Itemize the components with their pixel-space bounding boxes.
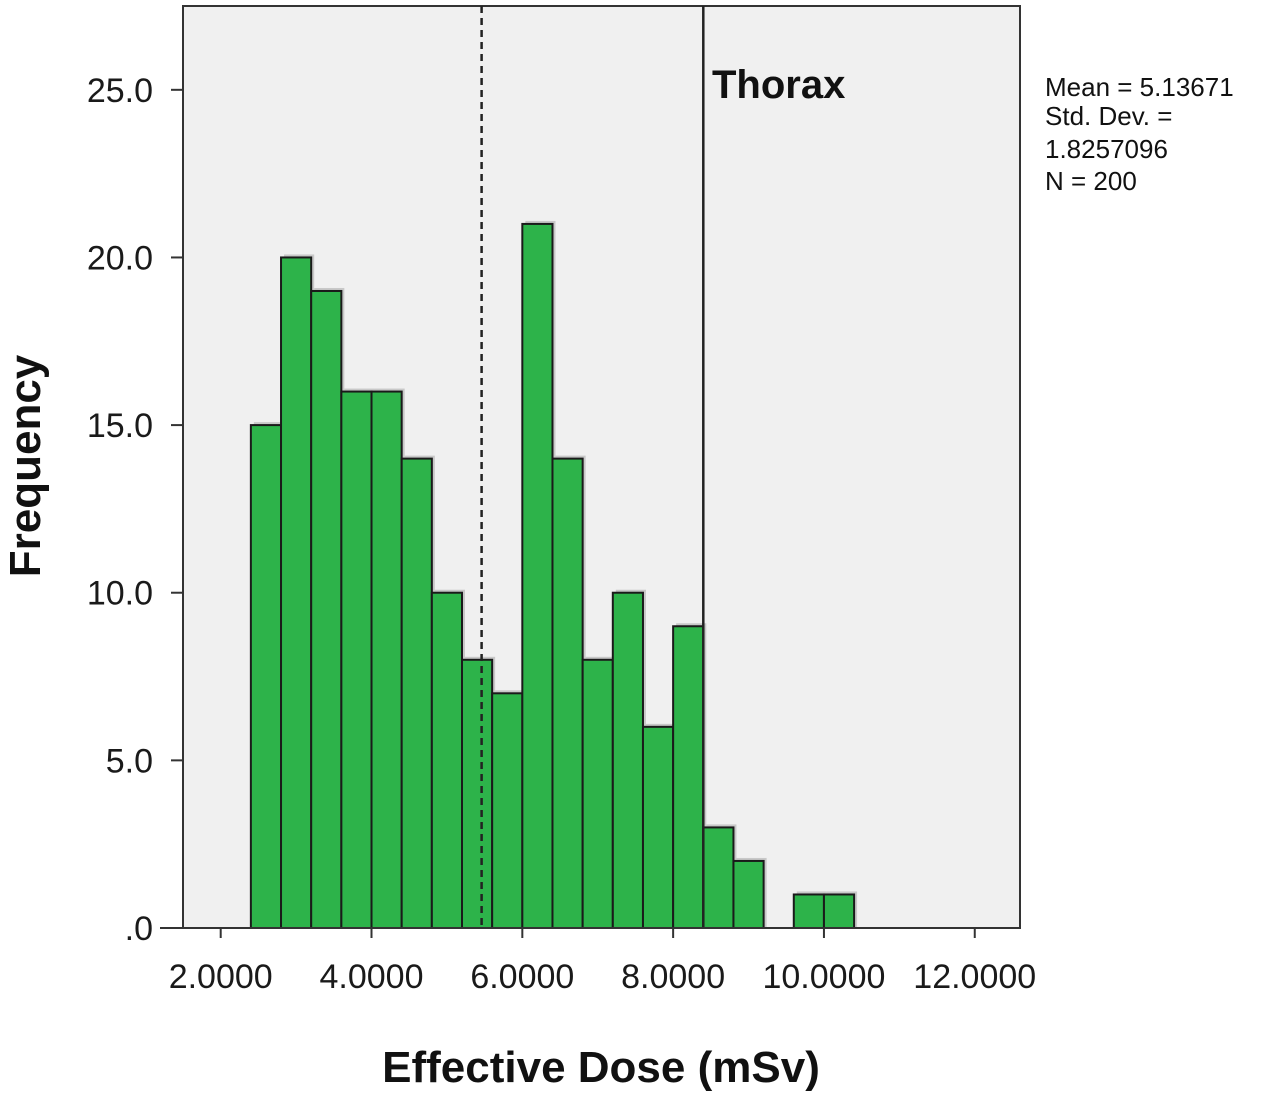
axes-group: 2.0000 4.0000 6.0000 8.0000 10.0000 12.0000 .0… — [87, 72, 1036, 996]
histogram-bar — [400, 457, 433, 929]
histogram-bar — [792, 893, 825, 929]
y-tick-label: 25.0 — [87, 72, 153, 110]
histogram-bar — [521, 222, 554, 930]
histogram-bar — [280, 256, 313, 930]
histogram-bar — [551, 457, 584, 929]
y-tick-label: 20.0 — [87, 239, 153, 277]
reference-lines — [480, 6, 705, 928]
stats-box: Mean = 5.13671 Std. Dev. = 1.8257096 N =… — [1045, 72, 1234, 196]
x-tick-label: 4.0000 — [320, 958, 424, 996]
x-axis-title: Effective Dose (mSv) — [382, 1043, 820, 1092]
y-axis-title: Frequency — [1, 354, 50, 577]
x-tick-label: 12.0000 — [913, 958, 1036, 996]
histogram-bar — [702, 826, 735, 929]
histogram-bar — [491, 692, 524, 929]
stats-sd-value: 1.8257096 — [1045, 134, 1168, 164]
histogram-bar — [249, 424, 283, 929]
histogram-bar — [611, 591, 644, 930]
y-tick-label: 15.0 — [87, 407, 153, 445]
histogram-bar — [461, 658, 494, 929]
histogram-bar — [732, 859, 765, 929]
histogram-bar — [672, 625, 705, 929]
y-tick-label: .0 — [125, 910, 153, 948]
x-tick-label: 10.0000 — [762, 958, 885, 996]
annotation-label: Thorax — [712, 63, 845, 107]
stats-n: N = 200 — [1045, 166, 1137, 196]
histogram-bar — [641, 725, 675, 929]
stats-mean: Mean = 5.13671 — [1045, 72, 1234, 102]
histogram-bar — [370, 390, 403, 929]
histogram-bar — [430, 591, 463, 930]
bars-group — [249, 220, 858, 930]
x-tick-label: 2.0000 — [169, 958, 273, 996]
histogram-bar — [581, 658, 614, 929]
y-tick-label: 5.0 — [106, 742, 153, 780]
stats-sd-label: Std. Dev. = — [1045, 101, 1172, 131]
histogram-bar — [340, 390, 373, 929]
histogram-bar — [822, 893, 856, 929]
histogram-bar — [310, 289, 343, 929]
y-tick-label: 10.0 — [87, 575, 153, 613]
x-tick-label: 6.0000 — [470, 958, 574, 996]
x-tick-label: 8.0000 — [621, 958, 725, 996]
